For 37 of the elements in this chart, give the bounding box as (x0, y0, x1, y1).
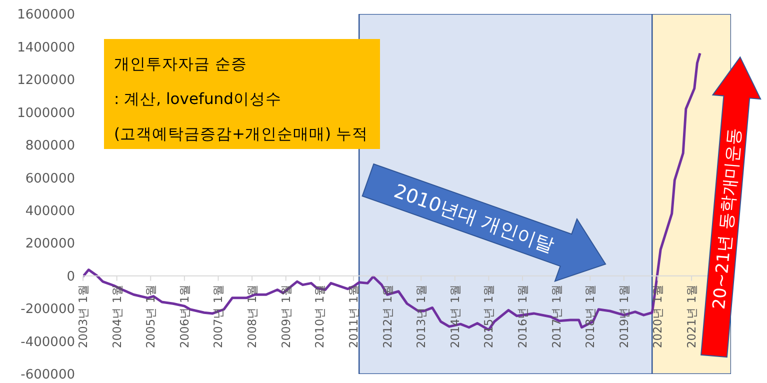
x-tick-label: 2005년 1월 (144, 284, 158, 348)
x-tick-label: 2021년 1월 (684, 284, 699, 348)
x-tick-label: 2015년 1월 (482, 284, 496, 348)
x-tick-label: 2020년 1월 (650, 284, 665, 348)
annotation: : 계산, lovefund이성수 (114, 89, 282, 110)
x-tick-label: 2009년 1월 (278, 284, 293, 348)
y-tick-label: 200000 (25, 236, 75, 252)
arrow-icon: 20~21년 동학개미운동 (700, 56, 762, 358)
y-tick-label: 600000 (25, 171, 75, 186)
x-tick-label: 2003년 1월 (76, 284, 90, 348)
x-tick-label: 2010년 1월 (312, 284, 327, 348)
y-tick-label: 1400000 (17, 40, 75, 56)
x-tick-label: 2006년 1월 (177, 284, 192, 348)
x-tick-label: 2019년 1월 (616, 284, 631, 348)
x-tick-label: 2017년 1월 (549, 284, 564, 348)
y-tick-label: 800000 (25, 138, 75, 154)
y-tick-label: 1600000 (17, 8, 75, 23)
x-tick-label: 2004년 1월 (110, 284, 124, 348)
y-tick-label: 0 (66, 269, 75, 284)
x-tick-label: 2018년 1월 (583, 284, 598, 348)
y-tick-label: -400000 (20, 334, 75, 350)
x-tick-label: 2013년 1월 (414, 284, 428, 348)
y-tick-label: -600000 (20, 368, 75, 383)
annotation: 개인투자자금 순증 (114, 54, 248, 75)
y-tick-label: 1000000 (17, 106, 75, 121)
y-tick-label: 1200000 (17, 73, 75, 88)
x-tick-label: 2012년 1월 (380, 284, 394, 348)
annotation: 20~21년 동학개미운동 (709, 127, 746, 310)
y-tick-label: 400000 (25, 204, 75, 219)
x-tick-label: 2016년 1월 (516, 284, 530, 348)
y-tick-label: -200000 (20, 302, 75, 318)
annotation: (고객예탁금증감+개인순매매) 누적 (114, 124, 370, 145)
x-tick-label: 2007년 1월 (211, 284, 226, 348)
x-tick-label: 2008년 1월 (245, 284, 260, 348)
x-tick-label: 2014년 1월 (448, 284, 462, 348)
x-tick-label: 2011년 1월 (346, 284, 360, 348)
note-box: 개인투자자금 순증 : 계산, lovefund이성수 (고객예탁금증감+개인순매매) 누적 (104, 39, 380, 149)
